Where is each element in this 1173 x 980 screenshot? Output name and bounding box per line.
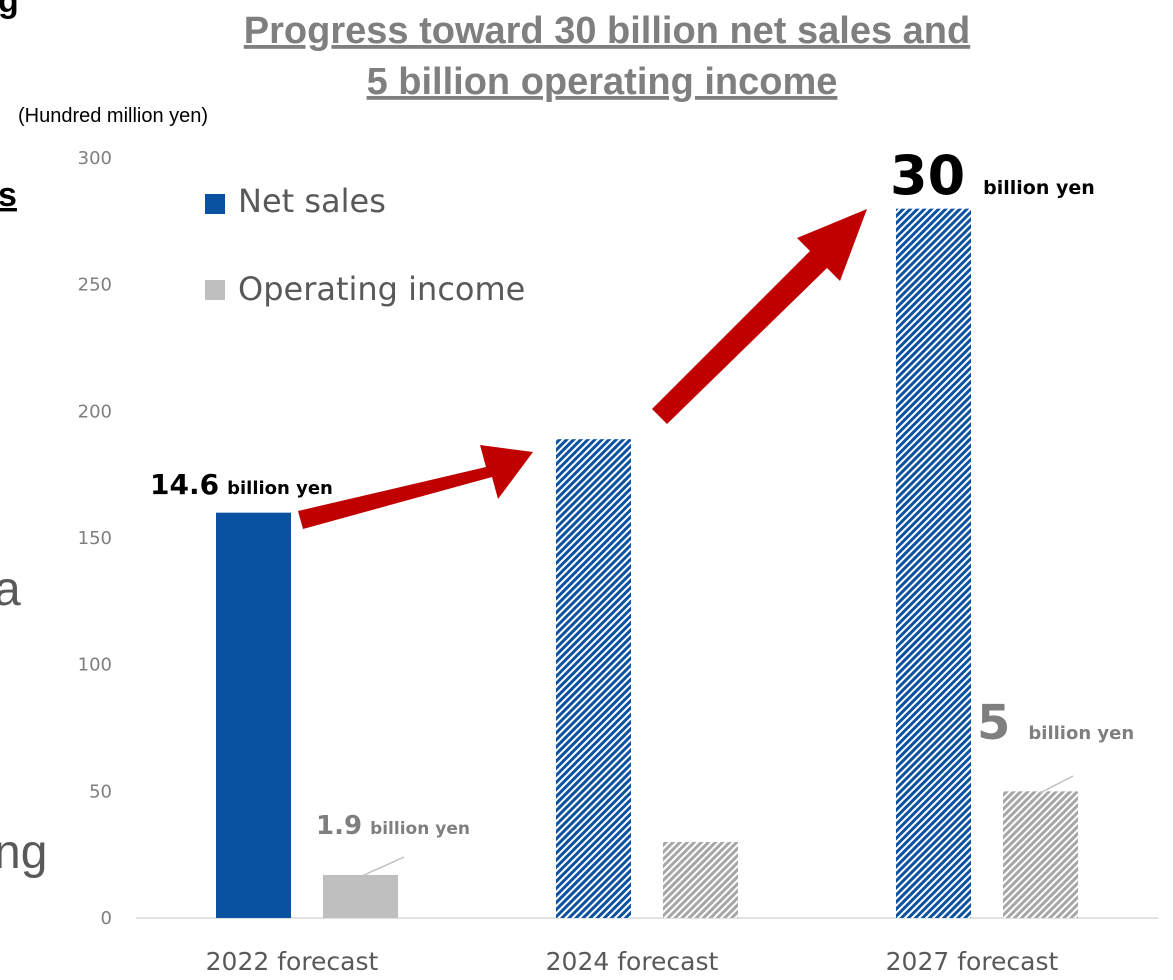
leader-line-income-2027 (1039, 775, 1074, 794)
growth-arrow-2 (652, 209, 867, 424)
y-tick-label-50: 50 (89, 781, 112, 802)
y-axis-unit-label: (Hundred million yen) (18, 105, 208, 127)
left-fragment-4: ng (0, 826, 47, 879)
legend-swatch-operating-income (205, 280, 225, 300)
chart-title-line1: Progress toward 30 billion net sales and (244, 10, 970, 52)
annotation-income-2027: 5 billion yen (977, 695, 1134, 751)
x-tick-label-2022-forecast: 2022 forecast (206, 947, 379, 976)
left-fragment-1: g (0, 0, 19, 20)
left-fragment-2: s (0, 176, 17, 214)
y-tick-label-150: 150 (78, 528, 112, 549)
y-tick-label-100: 100 (78, 655, 112, 676)
bar-net-sales-2022-forecast (216, 512, 291, 918)
y-tick-label-0: 0 (101, 908, 112, 929)
y-tick-label-200: 200 (78, 401, 112, 422)
y-tick-label-300: 300 (78, 148, 112, 169)
growth-arrow-1 (298, 445, 533, 529)
bar-operating-income-2024-forecast (663, 842, 738, 918)
chart-title-line2: 5 billion operating income (367, 61, 838, 103)
y-tick-label-250: 250 (78, 275, 112, 296)
left-fragment-3: a (0, 563, 21, 616)
legend-label-operating-income: Operating income (238, 270, 525, 308)
legend-swatch-net-sales (205, 194, 225, 214)
annotation-income-2022: 1.9 billion yen (316, 811, 470, 841)
bar-operating-income-2022-forecast (323, 874, 398, 918)
bar-operating-income-2027-forecast (1003, 791, 1078, 918)
bar-net-sales-2027-forecast (896, 208, 971, 918)
annotation-sales-2027: 30 billion yen (890, 144, 1095, 207)
legend-label-net-sales: Net sales (238, 182, 386, 220)
annotation-sales-2022: 14.6 billion yen (150, 468, 333, 501)
bar-net-sales-2024-forecast (556, 439, 631, 918)
x-tick-label-2027-forecast: 2027 forecast (886, 947, 1059, 976)
x-tick-label-2024-forecast: 2024 forecast (546, 947, 719, 976)
leader-line-income-2022 (361, 856, 405, 877)
